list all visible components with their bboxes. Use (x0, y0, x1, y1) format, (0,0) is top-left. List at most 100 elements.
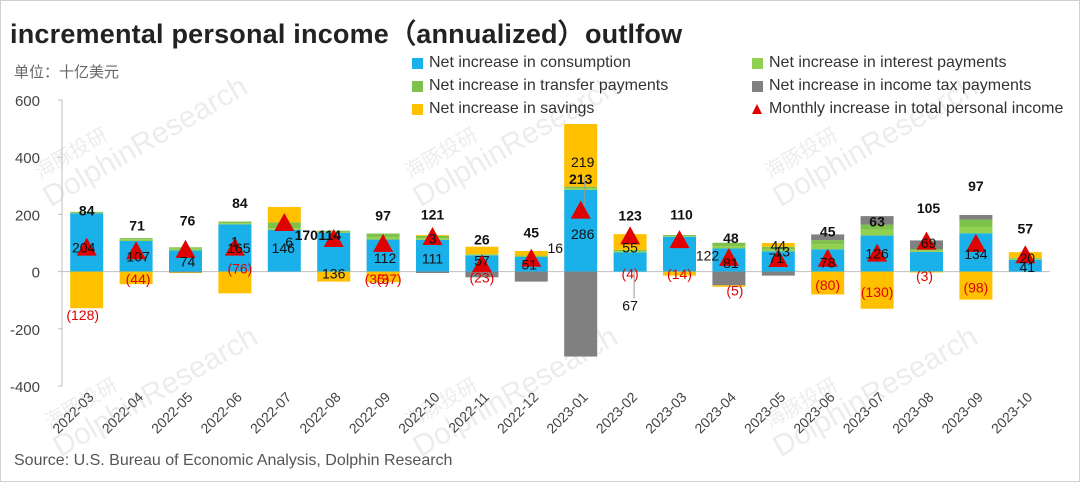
total-marker (965, 233, 986, 252)
segment-value-label: 69 (921, 235, 937, 251)
bar-transfer (910, 249, 943, 251)
legend-swatch-tax (752, 80, 763, 92)
total-value-label: 63 (869, 213, 885, 229)
total-marker (718, 247, 739, 266)
bar-consumption (1008, 259, 1042, 272)
segment-value-label: 74 (180, 253, 196, 269)
segment-value-label: 67 (622, 297, 638, 313)
legend-item-tax: Net increase in income tax payments (752, 77, 1031, 95)
bar-tax (811, 234, 845, 241)
bar-transfer (959, 219, 993, 227)
segment-value-label: 13 (775, 244, 791, 260)
bar-savings (959, 271, 993, 300)
total-marker (867, 243, 888, 262)
bar-transfer (119, 238, 153, 240)
total-marker (768, 249, 789, 268)
legend-item-consumption: Net increase in consumption (412, 54, 631, 72)
total-marker (620, 226, 641, 245)
segment-value-label: (3) (916, 268, 933, 284)
bar-interest (959, 226, 993, 234)
segment-value-label: 107 (126, 249, 150, 265)
legend-label-interest: Net increase in interest payments (769, 54, 1007, 71)
total-value-label: 105 (917, 200, 941, 216)
bar-tax (860, 216, 894, 225)
segment-value-label: 126 (865, 245, 889, 261)
bar-savings (860, 271, 894, 309)
x-tick-label: 2023-02 (593, 389, 641, 437)
total-marker (76, 237, 97, 256)
legend-swatch-interest (752, 57, 763, 69)
bar-consumption (613, 252, 647, 272)
bar-savings (70, 271, 104, 309)
bar-interest (218, 223, 252, 225)
bar-interest (860, 229, 894, 236)
bar-transfer (613, 249, 647, 252)
total-marker (1015, 245, 1036, 264)
bar-tax (959, 214, 993, 220)
segment-value-label: 136 (322, 265, 346, 281)
x-tick-label: 2023-09 (938, 389, 986, 437)
segment-value-label: 78 (820, 254, 836, 270)
segment-value-label: 122 (696, 248, 720, 264)
segment-value-label: (4) (622, 265, 639, 281)
total-value-label: 170 (295, 227, 319, 243)
total-marker (422, 226, 443, 245)
y-tick-label: 600 (15, 93, 40, 110)
total-marker (323, 228, 344, 247)
segment-value-label: 57 (474, 253, 490, 269)
segment-value-label: (23) (469, 269, 494, 285)
bar-savings (465, 246, 499, 255)
total-value-label: 26 (474, 232, 490, 248)
segment-value-label: 219 (571, 154, 595, 170)
legend: Net increase in consumption Net increase… (412, 54, 1080, 124)
total-value-label: 84 (232, 195, 248, 211)
total-marker (817, 248, 838, 267)
bar-transfer (811, 240, 845, 245)
total-value-label: 123 (618, 208, 642, 224)
bar-interest (119, 239, 153, 241)
total-value-label: 71 (129, 217, 145, 233)
segment-value-label: 3 (429, 230, 437, 246)
legend-marker-total (752, 104, 762, 114)
bar-consumption (267, 229, 301, 272)
chart-title: incremental personal income（annualized）o… (10, 19, 683, 49)
y-tick-label: -400 (10, 379, 40, 396)
bar-tax (761, 271, 795, 276)
bar-transfer (712, 242, 746, 247)
y-tick-label: -200 (10, 322, 40, 339)
bar-savings (317, 271, 351, 282)
x-tick-label: 2023-01 (543, 389, 591, 437)
total-value-label: 48 (723, 230, 739, 246)
bar-tax (416, 271, 449, 274)
bar-transfer (218, 221, 252, 224)
bar-interest (712, 246, 746, 249)
bar-savings (119, 271, 153, 285)
bar-tax (712, 271, 746, 286)
legend-item-savings: Net increase in savings (412, 100, 594, 118)
x-tick-label: 2022-08 (296, 389, 344, 437)
bar-interest (564, 188, 598, 190)
bar-savings (366, 271, 400, 283)
bar-savings (712, 285, 746, 287)
segment-value-label: (14) (667, 266, 692, 282)
x-tick-label: 2023-10 (988, 389, 1036, 437)
x-tick-label: 2022-07 (247, 389, 295, 437)
bar-consumption (910, 251, 943, 272)
total-marker (224, 237, 245, 256)
y-tick-label: 400 (15, 150, 40, 167)
bar-savings (663, 271, 696, 276)
bar-savings (564, 124, 598, 187)
total-value-label: 45 (524, 225, 540, 241)
bar-transfer (860, 224, 894, 230)
total-marker (126, 241, 147, 260)
total-marker-layer (76, 200, 1036, 273)
total-value-label: 84 (79, 202, 95, 218)
bar-transfer (70, 211, 104, 213)
segment-value-label: 165 (227, 240, 251, 256)
x-tick-label: 2023-03 (642, 389, 690, 437)
bar-transfer (761, 246, 795, 250)
segment-value-label: 20 (1020, 250, 1036, 266)
